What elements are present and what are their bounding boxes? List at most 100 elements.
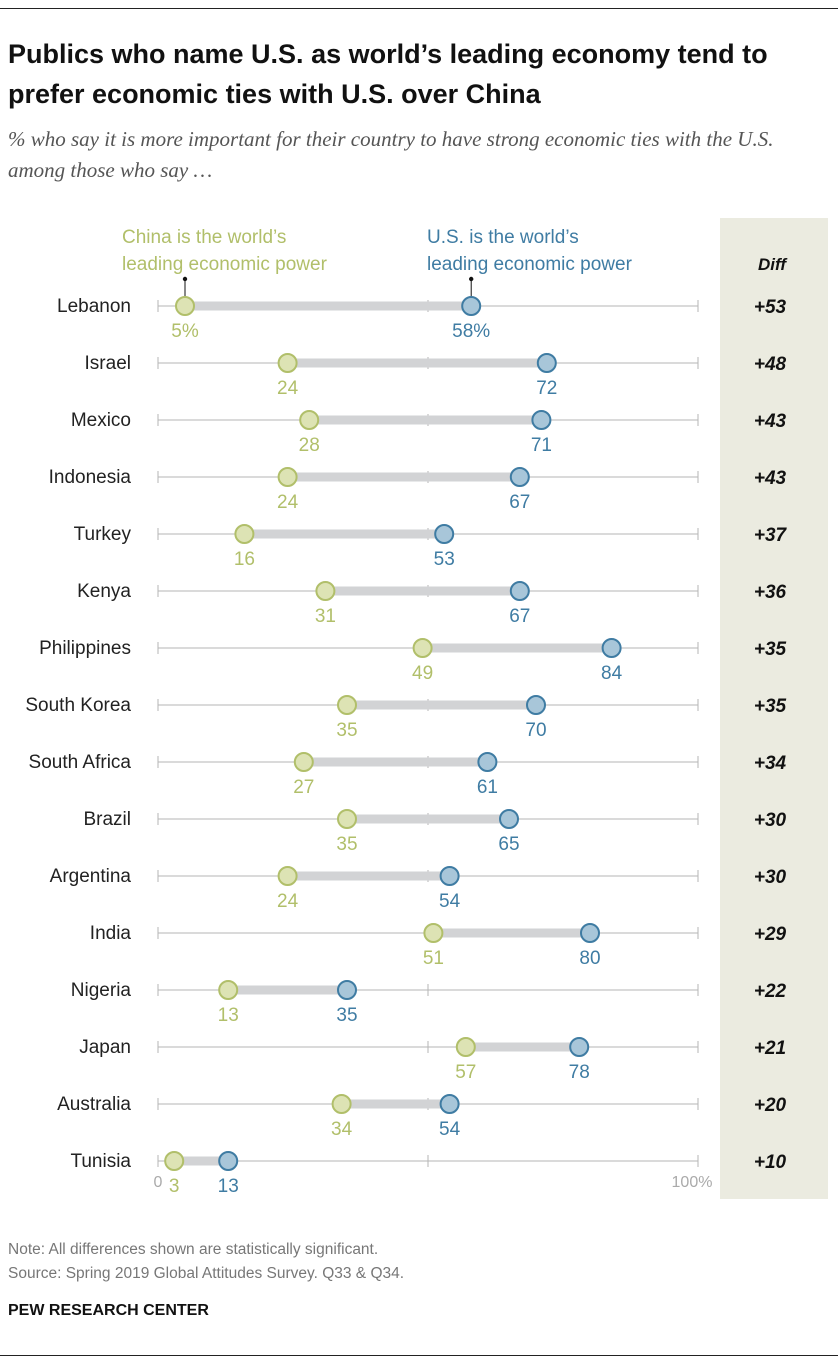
country-label: Indonesia bbox=[49, 467, 132, 488]
country-label: Philippines bbox=[39, 638, 131, 659]
us-dot bbox=[580, 923, 600, 943]
diff-value: +22 bbox=[754, 981, 787, 1002]
country-label: Kenya bbox=[77, 581, 131, 602]
china-dot bbox=[315, 581, 336, 601]
us-dot bbox=[531, 410, 552, 430]
china-dot bbox=[299, 410, 320, 430]
us-value-label: 53 bbox=[434, 549, 455, 570]
country-label: South Korea bbox=[25, 695, 131, 716]
chart-subtitle: % who say it is more important for their… bbox=[8, 127, 774, 182]
us-dot bbox=[509, 581, 530, 601]
china-dot bbox=[164, 1151, 185, 1171]
top-rule bbox=[0, 8, 838, 9]
us-value-label: 67 bbox=[509, 606, 530, 627]
china-value-label: 3 bbox=[169, 1176, 180, 1197]
country-label: Lebanon bbox=[57, 296, 131, 317]
legend-china-line-2: leading economic power bbox=[122, 254, 328, 275]
dot-range-chart: Diff China is the world’s leading economic… bbox=[25, 218, 828, 1199]
us-dot bbox=[439, 1094, 460, 1114]
china-value-label: 28 bbox=[299, 435, 320, 456]
us-dot bbox=[434, 524, 455, 544]
us-value-label: 54 bbox=[439, 1119, 461, 1140]
us-dot bbox=[218, 1151, 239, 1171]
axis-min-label: 0 bbox=[154, 1174, 163, 1191]
chart-footnotes: Note: All differences shown are statisti… bbox=[8, 1238, 404, 1286]
china-value-label: 51 bbox=[423, 948, 444, 969]
china-dot bbox=[337, 809, 357, 829]
country-label: India bbox=[90, 923, 132, 944]
china-dot bbox=[277, 866, 298, 886]
us-value-label: 67 bbox=[509, 492, 530, 513]
country-label: Argentina bbox=[50, 866, 132, 887]
us-value-label: 72 bbox=[536, 378, 557, 399]
us-value-label: 71 bbox=[531, 435, 552, 456]
china-value-label: 5% bbox=[171, 321, 199, 342]
diff-value: +21 bbox=[754, 1038, 786, 1059]
diff-value: +35 bbox=[754, 696, 787, 717]
china-value-label: 31 bbox=[315, 606, 336, 627]
china-dot bbox=[175, 296, 195, 316]
diff-value: +30 bbox=[754, 867, 787, 888]
china-dot bbox=[423, 923, 444, 943]
china-value-label: 57 bbox=[455, 1062, 476, 1083]
us-value-label: 58% bbox=[452, 321, 490, 342]
china-dot bbox=[277, 467, 298, 487]
china-value-label: 24 bbox=[277, 378, 299, 399]
us-dot bbox=[601, 638, 622, 658]
note-text: Note: All differences shown are statisti… bbox=[8, 1241, 379, 1258]
diff-value: +34 bbox=[754, 753, 787, 774]
diff-value: +30 bbox=[754, 810, 787, 831]
country-label: Mexico bbox=[71, 410, 131, 431]
diff-value: +20 bbox=[754, 1095, 787, 1116]
chart-title: Publics who name U.S. as world’s leading… bbox=[8, 39, 768, 109]
country-label: Nigeria bbox=[71, 980, 132, 1001]
us-dot bbox=[461, 296, 482, 316]
china-value-label: 35 bbox=[336, 720, 357, 741]
us-value-label: 70 bbox=[525, 720, 546, 741]
country-label: Australia bbox=[57, 1094, 131, 1115]
us-value-label: 61 bbox=[477, 777, 498, 798]
country-label: Japan bbox=[79, 1037, 131, 1058]
us-value-label: 78 bbox=[569, 1062, 590, 1083]
diff-value: +29 bbox=[754, 924, 787, 945]
us-dot bbox=[569, 1037, 590, 1057]
diff-header: Diff bbox=[758, 255, 788, 274]
us-value-label: 13 bbox=[218, 1176, 239, 1197]
us-value-label: 80 bbox=[579, 948, 600, 969]
legend-us-line-2: leading economic power bbox=[427, 254, 633, 275]
china-value-label: 16 bbox=[234, 549, 255, 570]
china-value-label: 35 bbox=[336, 834, 357, 855]
china-value-label: 34 bbox=[331, 1119, 353, 1140]
china-dot bbox=[234, 524, 255, 544]
china-dot bbox=[331, 1094, 352, 1114]
diff-value: +53 bbox=[754, 297, 787, 318]
country-label: Brazil bbox=[83, 809, 131, 830]
country-label: Turkey bbox=[74, 524, 132, 545]
diff-value: +35 bbox=[754, 639, 787, 660]
diff-value: +43 bbox=[754, 468, 787, 489]
diff-value: +36 bbox=[754, 582, 787, 603]
china-dot bbox=[277, 353, 298, 373]
china-value-label: 24 bbox=[277, 492, 299, 513]
legend-china-leader-dot bbox=[182, 276, 188, 282]
legend-us-line-1: U.S. is the world’s bbox=[427, 227, 579, 248]
china-value-label: 13 bbox=[218, 1005, 239, 1026]
china-dot bbox=[412, 638, 433, 658]
us-dot bbox=[526, 695, 546, 715]
country-label: Tunisia bbox=[70, 1151, 131, 1172]
country-label: Israel bbox=[85, 353, 131, 374]
legend-us-leader-dot bbox=[469, 276, 474, 282]
diff-value: +37 bbox=[754, 525, 788, 546]
legend-china-line-1: China is the world’s bbox=[122, 227, 286, 248]
china-value-label: 24 bbox=[277, 891, 299, 912]
diff-panel bbox=[720, 218, 828, 1199]
china-value-label: 49 bbox=[412, 663, 433, 684]
brand-label: PEW RESEARCH CENTER bbox=[8, 1302, 209, 1319]
china-dot bbox=[293, 752, 314, 772]
source-text: Source: Spring 2019 Global Attitudes Sur… bbox=[8, 1265, 405, 1282]
china-value-label: 27 bbox=[293, 777, 314, 798]
us-dot bbox=[477, 752, 498, 772]
us-value-label: 65 bbox=[498, 834, 519, 855]
diff-value: +10 bbox=[754, 1152, 787, 1173]
us-value-label: 54 bbox=[439, 891, 461, 912]
